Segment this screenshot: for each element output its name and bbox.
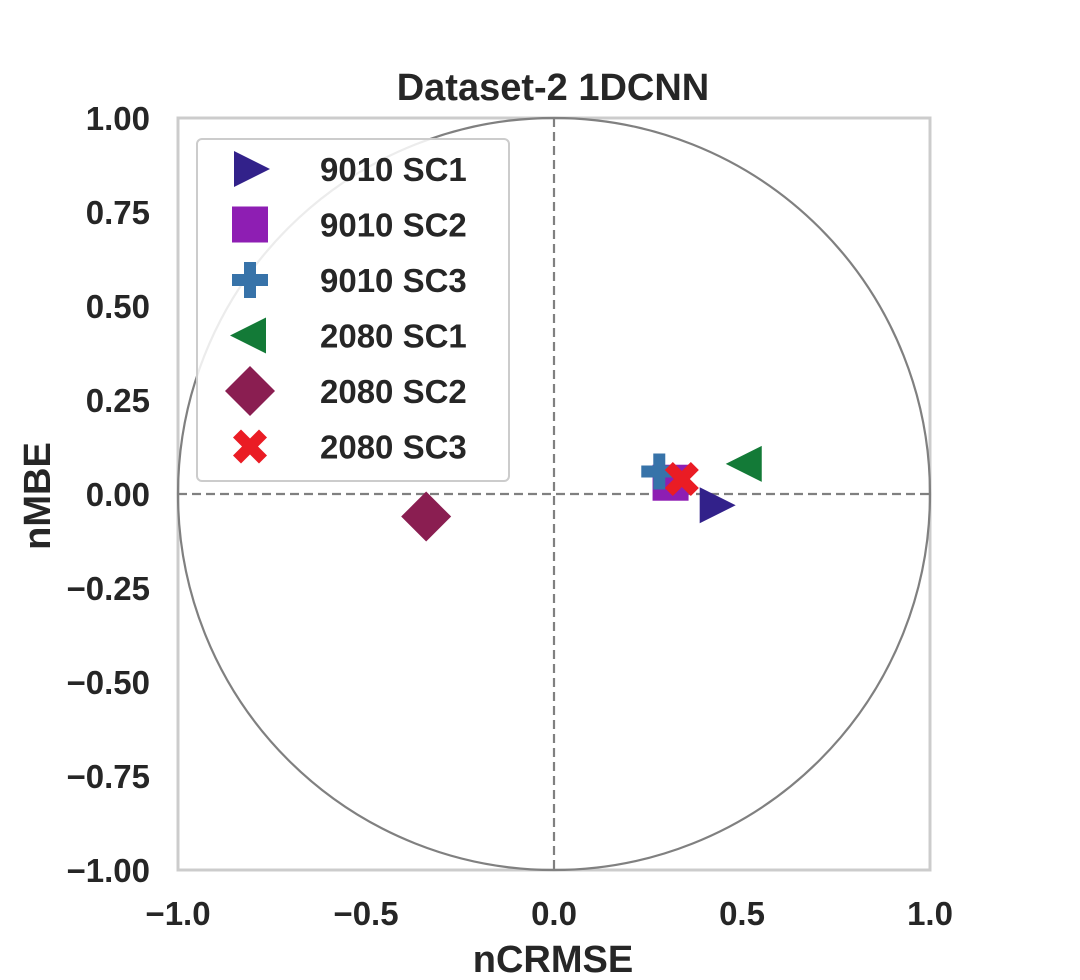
data-point (725, 445, 762, 482)
legend-marker (232, 262, 268, 298)
x-tick-label: −0.5 (333, 895, 398, 932)
x-tick-label: 0.0 (531, 895, 577, 932)
y-tick-label: 0.75 (86, 194, 150, 231)
legend-marker (234, 151, 270, 187)
data-point (664, 461, 699, 496)
y-tick-label: −0.25 (67, 570, 151, 607)
legend-label: 2080 SC1 (320, 318, 467, 355)
data-point (401, 491, 452, 542)
y-tick-label: −1.00 (67, 852, 151, 889)
x-tick-labels: −1.0 −0.5 0.0 0.5 1.0 (145, 895, 953, 932)
y-tick-label: 1.00 (86, 100, 150, 137)
y-tick-label: −0.50 (67, 664, 151, 701)
y-tick-label: 0.00 (86, 476, 150, 513)
x-tick-label: 0.5 (719, 895, 765, 932)
legend-label: 9010 SC2 (320, 207, 467, 244)
legend-label: 9010 SC1 (320, 151, 467, 188)
legend-label: 2080 SC3 (320, 429, 467, 466)
legend-marker (233, 429, 267, 464)
y-tick-labels: 1.00 0.75 0.50 0.25 0.00 −0.25 −0.50 −0.75 −1.00 (67, 100, 151, 889)
legend-marker (232, 206, 268, 243)
x-axis-label: nCRMSE (473, 939, 633, 980)
y-axis-label: nMBE (17, 442, 59, 550)
plot-area (176, 116, 932, 872)
chart-title: Dataset-2 1DCNN (397, 67, 710, 109)
y-tick-label: 0.25 (86, 382, 150, 419)
data-point (699, 487, 736, 524)
x-tick-label: 1.0 (907, 895, 953, 932)
x-tick-label: −1.0 (145, 895, 210, 932)
legend: 9010 SC1 9010 SC2 9010 SC3 2080 SC1 2080 SC2… (196, 138, 510, 482)
legend-label: 9010 SC3 (320, 262, 467, 299)
y-tick-label: 0.50 (86, 288, 150, 325)
legend-box (196, 138, 510, 482)
legend-label: 2080 SC2 (320, 373, 467, 410)
data-point (641, 453, 678, 490)
legend-marker (230, 317, 266, 354)
data-markers (401, 445, 762, 542)
y-tick-label: −0.75 (67, 758, 151, 795)
legend-marker (225, 366, 275, 416)
